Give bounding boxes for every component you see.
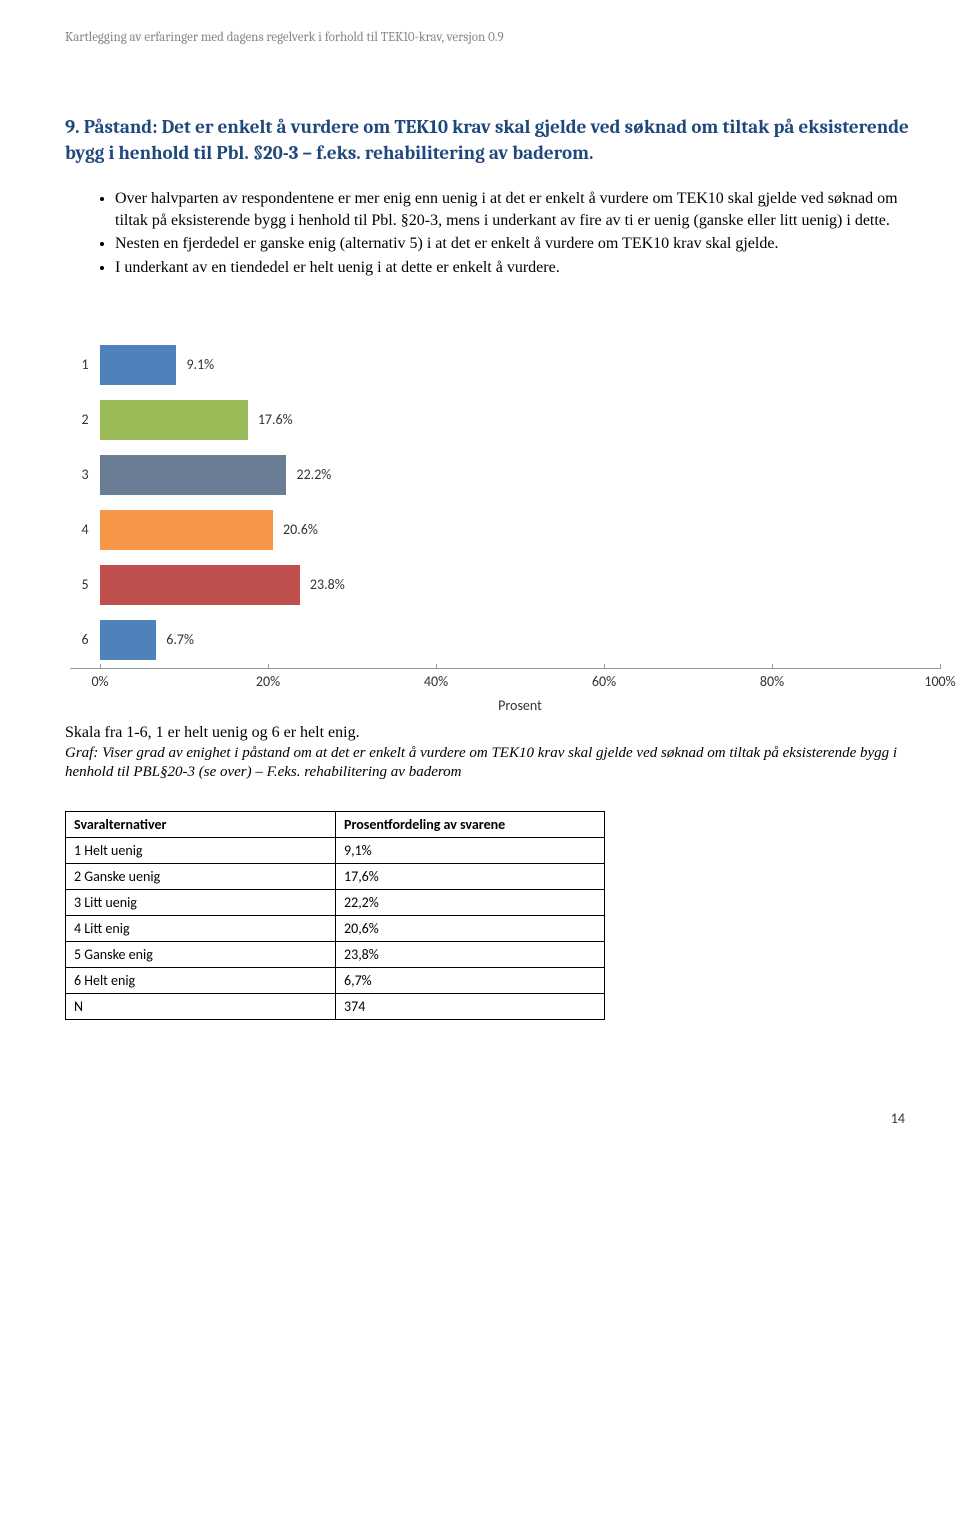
table-cell: 20,6% xyxy=(336,915,605,941)
bar-value-label: 6.7% xyxy=(166,631,194,648)
bar xyxy=(100,565,300,605)
x-tick-label: 40% xyxy=(424,673,448,690)
page-number: 14 xyxy=(65,1110,910,1127)
table-row: N374 xyxy=(66,993,605,1019)
bar xyxy=(100,455,286,495)
table-cell: 2 Ganske uenig xyxy=(66,863,336,889)
table-cell: 5 Ganske enig xyxy=(66,941,336,967)
bar-category-label: 4 xyxy=(70,521,100,538)
x-tick-label: 80% xyxy=(760,673,784,690)
bar-category-label: 1 xyxy=(70,356,100,373)
bar xyxy=(100,345,176,385)
table-row: 6 Helt enig6,7% xyxy=(66,967,605,993)
bar xyxy=(100,400,248,440)
bullet-list: Over halvparten av respondentene er mer … xyxy=(65,188,910,278)
table-cell: 9,1% xyxy=(336,837,605,863)
table-cell: 4 Litt enig xyxy=(66,915,336,941)
x-tick-label: 100% xyxy=(924,673,955,690)
table-row: 1 Helt uenig9,1% xyxy=(66,837,605,863)
x-tick-label: 0% xyxy=(91,673,108,690)
bar-value-label: 22.2% xyxy=(296,466,331,483)
table-cell: 3 Litt uenig xyxy=(66,889,336,915)
bar-category-label: 2 xyxy=(70,411,100,428)
bar-category-label: 3 xyxy=(70,466,100,483)
bar-category-label: 6 xyxy=(70,631,100,648)
chart-caption-desc: Graf: Viser grad av enighet i påstand om… xyxy=(65,744,910,783)
bar-value-label: 9.1% xyxy=(186,356,214,373)
bullet-item: I underkant av en tiendedel er helt ueni… xyxy=(115,257,910,279)
bar-value-label: 17.6% xyxy=(258,411,293,428)
page-header: Kartlegging av erfaringer med dagens reg… xyxy=(65,30,910,45)
bar-row: 2 17.6% xyxy=(70,400,940,440)
table-cell: 6 Helt enig xyxy=(66,967,336,993)
x-tick-label: 20% xyxy=(256,673,280,690)
table-cell: N xyxy=(66,993,336,1019)
table-cell: 6,7% xyxy=(336,967,605,993)
table-row: 2 Ganske uenig17,6% xyxy=(66,863,605,889)
table-cell: 22,2% xyxy=(336,889,605,915)
bar xyxy=(100,620,156,660)
table-cell: 17,6% xyxy=(336,863,605,889)
section-title: 9. Påstand: Det er enkelt å vurdere om T… xyxy=(65,115,910,166)
bar-row: 1 9.1% xyxy=(70,345,940,385)
bar-row: 5 23.8% xyxy=(70,565,940,605)
chart-caption-scale: Skala fra 1-6, 1 er helt uenig og 6 er h… xyxy=(65,724,910,742)
bar-row: 6 6.7% xyxy=(70,620,940,660)
table-cell: 1 Helt uenig xyxy=(66,837,336,863)
table-row: 5 Ganske enig23,8% xyxy=(66,941,605,967)
bar-chart: 1 9.1% 2 17.6% 3 22.2% 4 20.6% 5 23.8% 6 6.7% 0% 20%… xyxy=(70,339,940,714)
table-row: 4 Litt enig20,6% xyxy=(66,915,605,941)
bar-row: 3 22.2% xyxy=(70,455,940,495)
bar-category-label: 5 xyxy=(70,576,100,593)
bar-row: 4 20.6% xyxy=(70,510,940,550)
table-header-col2: Prosentfordeling av svarene xyxy=(336,811,605,837)
x-tick-label: 60% xyxy=(592,673,616,690)
bullet-item: Nesten en fjerdedel er ganske enig (alte… xyxy=(115,233,910,255)
table-cell: 23,8% xyxy=(336,941,605,967)
table-row: 3 Litt uenig22,2% xyxy=(66,889,605,915)
bar xyxy=(100,510,273,550)
table-header-col1: Svaralternativer xyxy=(66,811,336,837)
data-table: Svaralternativer Prosentfordeling av sva… xyxy=(65,811,605,1020)
bullet-item: Over halvparten av respondentene er mer … xyxy=(115,188,910,231)
bar-value-label: 23.8% xyxy=(310,576,345,593)
x-axis-title: Prosent xyxy=(100,697,940,714)
table-cell: 374 xyxy=(336,993,605,1019)
bar-value-label: 20.6% xyxy=(283,521,318,538)
